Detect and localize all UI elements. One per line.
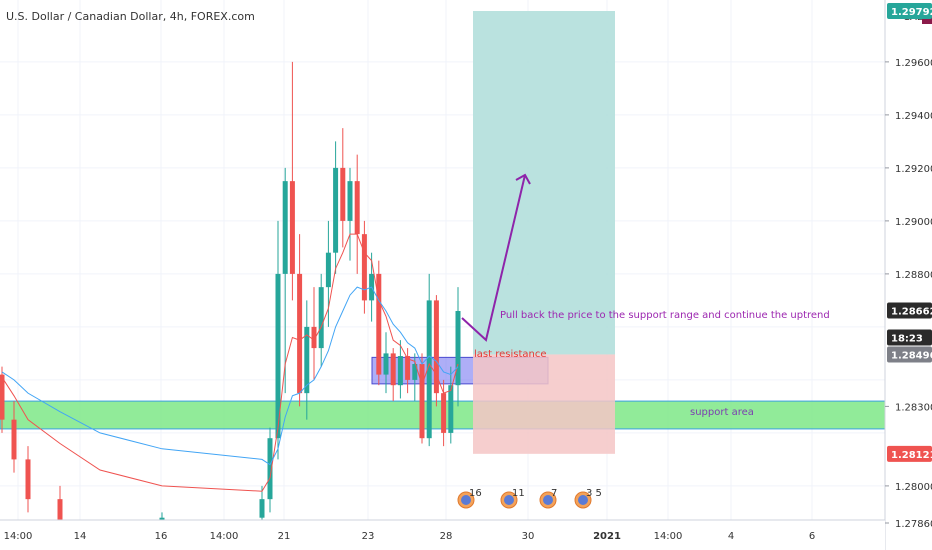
price-badge-label: 1.29792: [891, 7, 932, 18]
event-badge-count: 11: [512, 488, 525, 499]
candle-body: [455, 310, 461, 386]
chart-title: U.S. Dollar / Canadian Dollar, 4h, FOREX…: [6, 10, 255, 23]
candle-body: [441, 393, 447, 433]
candle-body: [304, 326, 310, 394]
candle-body: [433, 300, 439, 394]
plot-background: [0, 0, 885, 520]
annotation-2: support area: [690, 407, 754, 418]
candle-body: [0, 374, 5, 420]
candle-body: [282, 181, 288, 274]
y-tick-label: 1.27860: [895, 519, 932, 530]
x-tick-label: 4: [728, 531, 734, 542]
candle-body: [289, 181, 295, 274]
x-tick-label: 14:00: [4, 531, 33, 542]
candle-body: [376, 273, 382, 375]
y-tick-label: 1.29200: [895, 164, 932, 175]
candle-body: [275, 273, 281, 439]
x-tick-label: 6: [809, 531, 815, 542]
event-flag-inner: [461, 495, 471, 505]
event-flag-inner: [543, 495, 553, 505]
y-tick-label: 1.29000: [895, 217, 932, 228]
y-tick-label: 1.28800: [895, 270, 932, 281]
red-ma-line: [1, 233, 459, 492]
candle-body: [57, 499, 63, 534]
x-tick-label: 14: [74, 531, 87, 542]
candle-body: [354, 181, 360, 235]
projection-arrowhead: [515, 173, 531, 185]
x-tick-label: 23: [362, 531, 375, 542]
price-badge: [887, 445, 932, 462]
candle-body: [390, 353, 396, 386]
candle-body: [11, 419, 17, 460]
candle-body: [397, 356, 403, 386]
blue-ma-line: [1, 286, 459, 466]
price-badge-label: 1.28496: [891, 350, 932, 361]
price-badge: [887, 3, 932, 19]
price-badge: [887, 302, 932, 319]
projection-arrow: [461, 174, 526, 342]
price-badge-label: 18:23: [891, 333, 923, 344]
y-tick-label: 1.29600: [895, 58, 932, 69]
event-badge-count: 3 5: [586, 488, 602, 499]
candle-body: [426, 300, 432, 439]
candle-body: [267, 438, 273, 500]
y-tick-label: 1.28000: [895, 482, 932, 493]
candle-body: [412, 363, 418, 380]
candle-body: [361, 234, 367, 301]
event-flag-inner: [504, 495, 514, 505]
event-badge-count: 7: [551, 488, 557, 499]
y-tick-label: 1.28300: [895, 402, 932, 413]
y-tick-label: 1.29400: [895, 111, 932, 122]
price-badge-label: 1.28121: [891, 450, 932, 461]
x-tick-label: 2021: [593, 531, 621, 542]
price-badge: [887, 346, 932, 363]
x-tick-label: 28: [440, 531, 453, 542]
event-flag-inner: [578, 495, 588, 505]
candle-body: [405, 356, 411, 380]
zone-stop: [473, 354, 615, 454]
candle-body: [347, 181, 353, 221]
candle-body: [419, 363, 425, 439]
candle-body: [318, 287, 324, 349]
annotation-1: last resistance: [474, 349, 547, 360]
candle-body: [448, 385, 454, 433]
price-badge-label: 1.28662: [891, 306, 932, 317]
candle-body: [383, 353, 389, 375]
candle-body: [333, 167, 339, 253]
x-axis-panel: [0, 520, 885, 550]
x-tick-label: 30: [522, 531, 535, 542]
x-tick-label: 14:00: [654, 531, 683, 542]
x-tick-label: 14:00: [210, 531, 239, 542]
candle-body: [311, 326, 317, 349]
candle-body: [325, 252, 331, 288]
annotation-0: Pull back the price to the support range…: [500, 310, 830, 321]
candle-body: [25, 459, 31, 500]
x-tick-label: 16: [155, 531, 168, 542]
candle-body: [297, 273, 303, 394]
x-tick-label: 21: [278, 531, 291, 542]
event-badge-count: 16: [469, 488, 482, 499]
candle-body: [259, 499, 265, 518]
candle-body: [340, 167, 346, 221]
price-badge: [887, 329, 932, 346]
